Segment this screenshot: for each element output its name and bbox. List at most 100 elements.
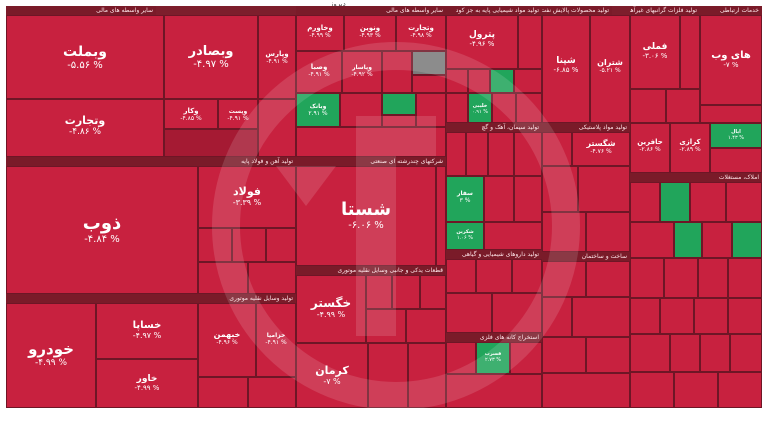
stock-tile[interactable] xyxy=(484,176,514,222)
stock-tile[interactable]: فولاد -۳.۳۹ % xyxy=(198,166,296,228)
stock-tile[interactable] xyxy=(258,99,296,157)
stock-tile[interactable] xyxy=(492,293,542,333)
stock-tile[interactable] xyxy=(630,372,674,408)
stock-tile[interactable]: فسرب ۲.۷۳ % xyxy=(476,342,510,374)
stock-tile[interactable] xyxy=(392,275,420,309)
stock-tile[interactable] xyxy=(586,261,630,297)
stock-tile[interactable] xyxy=(664,258,698,298)
stock-tile[interactable] xyxy=(542,212,586,252)
stock-tile[interactable]: اپال ۱.۴۳ % xyxy=(710,123,762,148)
stock-tile[interactable]: وتجارت -۴.۹۸ % xyxy=(396,15,446,51)
stock-tile[interactable]: فملی -۳.۰۶ % xyxy=(630,15,680,89)
stock-tile[interactable] xyxy=(512,259,542,293)
stock-tile[interactable]: وپست -۴.۹۱ % xyxy=(218,99,258,129)
stock-tile[interactable] xyxy=(248,377,296,408)
stock-tile[interactable] xyxy=(406,309,446,343)
stock-tile[interactable] xyxy=(476,259,512,293)
stock-tile[interactable] xyxy=(666,89,700,123)
stock-tile[interactable] xyxy=(466,132,488,176)
stock-tile[interactable]: های وب -۷ % xyxy=(700,15,762,105)
stock-tile[interactable] xyxy=(468,69,490,93)
stock-tile[interactable] xyxy=(694,298,728,334)
stock-tile[interactable]: شپنا -۶.۸۵ % xyxy=(542,15,590,123)
stock-tile[interactable]: خودرو -۴.۹۹ % xyxy=(6,303,96,408)
stock-tile[interactable]: حافرین -۲.۸۶ % xyxy=(630,123,670,173)
stock-tile[interactable] xyxy=(412,75,446,93)
stock-tile[interactable] xyxy=(670,334,700,372)
stock-tile[interactable] xyxy=(660,182,690,222)
stock-tile[interactable] xyxy=(542,373,630,408)
stock-tile[interactable] xyxy=(382,51,412,93)
stock-tile[interactable] xyxy=(446,132,466,176)
stock-tile[interactable] xyxy=(660,298,694,334)
stock-tile[interactable] xyxy=(542,132,572,166)
stock-tile[interactable] xyxy=(630,334,670,372)
stock-tile[interactable]: کرازی -۲.۸۹ % xyxy=(670,123,710,173)
stock-tile[interactable]: وصبا -۴.۹۱ % xyxy=(296,51,342,93)
stock-tile[interactable] xyxy=(510,342,542,374)
stock-tile[interactable] xyxy=(726,182,762,222)
stock-tile[interactable] xyxy=(340,93,382,127)
stock-tile[interactable] xyxy=(586,337,630,373)
stock-tile[interactable] xyxy=(446,342,476,374)
stock-tile[interactable]: وتجارت -۴.۸۶ % xyxy=(6,99,164,157)
stock-tile[interactable] xyxy=(198,228,232,262)
stock-tile[interactable] xyxy=(542,337,586,373)
stock-tile[interactable] xyxy=(586,212,630,252)
stock-tile[interactable] xyxy=(198,262,248,294)
stock-tile[interactable] xyxy=(436,166,446,266)
stock-tile[interactable] xyxy=(248,262,296,294)
stock-tile[interactable] xyxy=(296,127,446,157)
stock-tile[interactable] xyxy=(198,377,248,408)
stock-tile[interactable] xyxy=(366,275,392,309)
stock-tile[interactable] xyxy=(416,93,446,127)
stock-tile[interactable] xyxy=(630,182,660,222)
stock-tile[interactable] xyxy=(514,69,542,93)
stock-tile[interactable] xyxy=(516,93,542,123)
stock-tile[interactable] xyxy=(730,334,762,372)
stock-tile[interactable] xyxy=(700,334,730,372)
stock-tile[interactable]: وکار -۴.۸۵ % xyxy=(164,99,218,129)
stock-tile[interactable]: پترول -۴.۹۶ % xyxy=(446,15,518,69)
stock-tile[interactable] xyxy=(446,293,492,333)
stock-tile[interactable]: شتران -۵.۲۱ % xyxy=(590,15,630,123)
stock-tile[interactable] xyxy=(680,15,700,89)
stock-tile[interactable]: خاور -۴.۹۹ % xyxy=(96,359,198,408)
stock-tile[interactable] xyxy=(420,275,446,309)
stock-tile[interactable] xyxy=(674,222,702,258)
stock-tile[interactable] xyxy=(408,343,446,408)
stock-tile[interactable] xyxy=(630,258,664,298)
stock-tile[interactable] xyxy=(728,258,762,298)
stock-tile[interactable] xyxy=(446,374,542,408)
stock-tile[interactable] xyxy=(446,93,468,123)
stock-tile[interactable]: شستا -۶.۰۶ % xyxy=(296,166,436,266)
stock-tile[interactable]: وپارس -۴.۹۱ % xyxy=(258,15,296,99)
stock-tile[interactable]: شکربن ۱.۰۶ % xyxy=(446,222,484,250)
stock-tile[interactable] xyxy=(578,166,630,212)
stock-tile[interactable] xyxy=(690,182,726,222)
stock-tile[interactable] xyxy=(514,176,542,222)
stock-tile[interactable] xyxy=(710,148,762,173)
stock-tile[interactable] xyxy=(542,261,586,297)
stock-tile[interactable] xyxy=(484,222,542,250)
stock-tile[interactable] xyxy=(630,89,666,123)
stock-tile[interactable]: ونوین -۴.۹۳ % xyxy=(344,15,396,51)
stock-tile[interactable] xyxy=(572,297,630,337)
stock-tile[interactable] xyxy=(732,222,762,258)
stock-tile[interactable] xyxy=(488,132,514,176)
stock-tile[interactable]: خلیبی ۰.۹۱ % xyxy=(468,93,492,123)
stock-tile[interactable]: خساپا -۴.۹۷ % xyxy=(96,303,198,359)
stock-tile[interactable] xyxy=(542,297,572,337)
stock-tile[interactable] xyxy=(674,372,718,408)
stock-tile[interactable]: وخاورم -۴.۹۹ % xyxy=(296,15,344,51)
stock-tile[interactable] xyxy=(630,298,660,334)
stock-tile[interactable]: سفار ۳ % xyxy=(446,176,484,222)
stock-tile[interactable] xyxy=(718,372,762,408)
stock-tile[interactable] xyxy=(446,69,468,93)
stock-tile[interactable] xyxy=(702,222,732,258)
stock-tile[interactable] xyxy=(366,309,406,343)
stock-tile[interactable]: شگستر -۴.۷۶ % xyxy=(572,132,630,166)
stock-tile[interactable]: خگستر -۴.۹۹ % xyxy=(296,275,366,343)
stock-tile[interactable] xyxy=(630,222,674,258)
stock-tile[interactable] xyxy=(266,228,296,262)
